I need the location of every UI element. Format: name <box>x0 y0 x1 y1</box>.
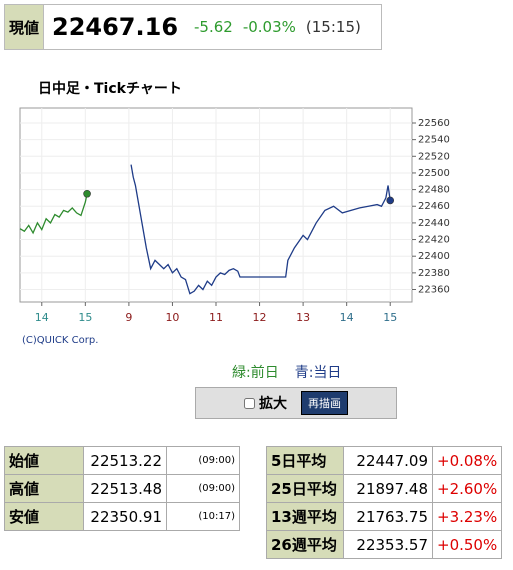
cell: 安値 <box>4 502 84 531</box>
quote-header: 現値 22467.16 -5.62 -0.03% (15:15) <box>4 4 382 50</box>
chart-title: 日中足・Tickチャート <box>38 81 182 97</box>
x-tick-label: 13 <box>296 311 310 324</box>
cell: 高値 <box>4 474 84 503</box>
cell: (09:00) <box>166 446 240 475</box>
y-tick-label: 22560 <box>418 118 450 129</box>
x-tick-label: 10 <box>165 311 179 324</box>
line <box>130 164 391 295</box>
y-tick-label: 22460 <box>418 201 450 212</box>
row: 26週平均 22353.57 +0.50% <box>266 530 503 559</box>
average-table: 5日平均 22447.09 +0.08% 25日平均 21897.48 +2.60% 13週… <box>266 446 503 559</box>
cell: 21763.75 <box>343 502 433 531</box>
row: 13週平均 21763.75 +3.23% <box>266 502 503 531</box>
cell: 22513.48 <box>83 474 167 503</box>
cell: 26週平均 <box>266 530 344 559</box>
cell: (09:00) <box>166 474 240 503</box>
legend-entry: 緑:前日 <box>232 365 279 381</box>
x-tick-label: 11 <box>209 311 223 324</box>
x-tick-label: 15 <box>78 311 92 324</box>
y-tick-label: 22540 <box>418 135 450 146</box>
cell: +0.50% <box>431 530 503 559</box>
x-tick-label: 12 <box>253 311 267 324</box>
cell: 22513.22 <box>83 446 167 475</box>
line <box>19 193 88 235</box>
controls: 拡大 再描画 <box>195 387 397 419</box>
cell: 22447.09 <box>343 446 433 475</box>
price-table: 始値 22513.22 (09:00) 高値 22513.48 (09:00) 安値 2235… <box>4 446 240 531</box>
time: (15:15) <box>305 18 361 36</box>
y-tick-label: 22440 <box>418 218 450 229</box>
percent: -0.03% <box>242 18 296 36</box>
cell: 22350.91 <box>83 502 167 531</box>
x-tick-label: 9 <box>125 311 132 324</box>
cell: 13週平均 <box>266 502 344 531</box>
row: 始値 22513.22 (09:00) <box>4 446 240 475</box>
x-tick-label: 14 <box>35 311 49 324</box>
cell: 5日平均 <box>266 446 344 475</box>
end-marker <box>83 189 91 198</box>
cell: +3.23% <box>431 502 503 531</box>
chart: (C)QUICK Corp. 22360 22380 22400 22420 22440… <box>19 107 450 346</box>
row: 安値 22350.91 (10:17) <box>4 502 240 531</box>
cell: (10:17) <box>166 502 240 531</box>
row: 5日平均 22447.09 +0.08% <box>266 446 503 475</box>
y-tick-label: 22500 <box>418 168 450 179</box>
y-tick-label: 22380 <box>418 268 450 279</box>
change: -5.62 <box>194 18 233 36</box>
cell: 21897.48 <box>343 474 433 503</box>
x-tick-label: 15 <box>383 311 397 324</box>
cell: 25日平均 <box>266 474 344 503</box>
cell: +2.60% <box>431 474 503 503</box>
cell: 22353.57 <box>343 530 433 559</box>
checkbox-label[interactable]: 拡大 <box>259 396 287 412</box>
end-marker <box>386 196 395 205</box>
y-tick-label: 22480 <box>418 185 450 196</box>
legend-entry: 青:当日 <box>294 365 342 381</box>
price: 22467.16 <box>52 13 179 41</box>
credit: (C)QUICK Corp. <box>22 335 98 346</box>
cell: 始値 <box>4 446 84 475</box>
redraw-button[interactable]: 再描画 <box>301 391 348 415</box>
legend: 緑:前日 青:当日 <box>232 362 341 382</box>
x-tick-label: 14 <box>340 311 354 324</box>
y-tick-label: 22520 <box>418 151 450 162</box>
row: 25日平均 21897.48 +2.60% <box>266 474 503 503</box>
checkbox[interactable] <box>244 397 255 409</box>
y-tick-label: 22420 <box>418 235 450 246</box>
y-tick-label: 22400 <box>418 251 450 262</box>
row: 高値 22513.48 (09:00) <box>4 474 240 503</box>
cell: +0.08% <box>431 446 503 475</box>
label: 現値 <box>5 5 44 49</box>
y-tick-label: 22360 <box>418 285 450 296</box>
